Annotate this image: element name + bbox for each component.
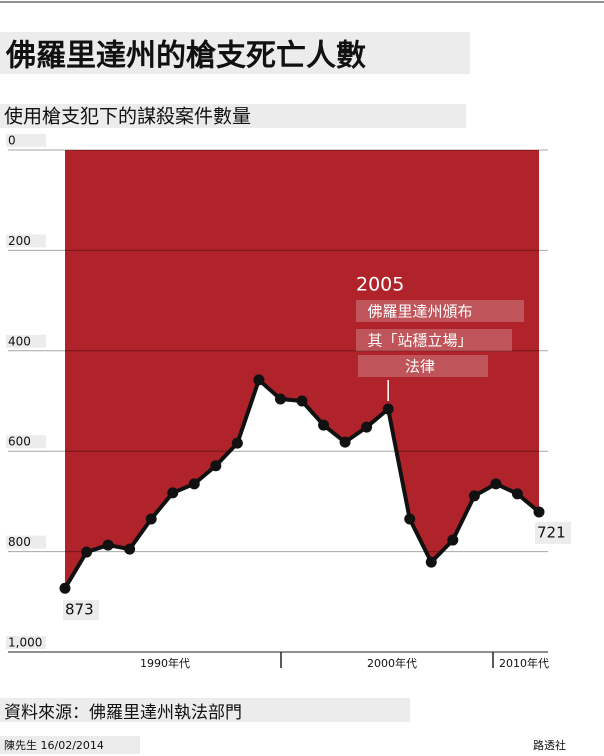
annotation-year: 2005 (356, 274, 404, 296)
source: 資料來源：佛羅里達州執法部門 (4, 703, 242, 723)
point (318, 419, 330, 431)
y-tick-label: 1,000 (8, 636, 42, 650)
point (339, 436, 351, 448)
credit: 陳先生 16/02/2014 (4, 738, 104, 752)
data-label: 873 (65, 601, 94, 619)
point (404, 513, 416, 525)
y-tick-bg (6, 134, 46, 147)
end-label-bg (63, 600, 99, 621)
point (533, 506, 545, 518)
point (188, 478, 200, 490)
annotation-text: 其「站穩立場」 (367, 332, 472, 350)
y-tick-bg (6, 435, 46, 449)
y-tick-label: 600 (8, 435, 31, 449)
annotation-text: 法律 (405, 358, 435, 376)
annotation-bg (356, 300, 524, 322)
y-tick-bg (6, 234, 46, 248)
point (274, 393, 286, 405)
y-tick-label: 800 (8, 535, 31, 549)
y-tick-label: 400 (8, 334, 31, 348)
point (296, 395, 308, 407)
x-axis-label: 2010年代 (499, 656, 549, 670)
y-tick-label: 200 (8, 234, 31, 248)
point (59, 582, 71, 594)
subtitle-bg (0, 104, 466, 128)
point (102, 539, 114, 551)
point (253, 374, 265, 386)
x-axis-label: 1990年代 (140, 656, 190, 670)
data-label: 721 (537, 523, 566, 541)
title-bg (0, 32, 470, 74)
point (145, 513, 157, 525)
point (210, 460, 222, 472)
point (490, 478, 502, 490)
area (65, 150, 539, 589)
point (124, 543, 136, 555)
y-tick-bg (6, 334, 46, 348)
annotation-text: 佛羅里達州頒布 (367, 303, 472, 321)
point (511, 488, 523, 500)
y-tick-bg (6, 535, 46, 549)
end-label-bg (535, 521, 571, 544)
point (81, 546, 93, 558)
annotation-bg (356, 329, 512, 351)
point (361, 421, 373, 433)
point (425, 556, 437, 568)
y-tick-label: 0 (8, 134, 16, 148)
publisher: 路透社 (533, 738, 566, 752)
source-bg (0, 698, 410, 722)
annotation-bg (358, 355, 488, 377)
point (167, 487, 179, 499)
point (447, 534, 459, 546)
point (231, 437, 243, 449)
chart-title: 佛羅里達州的槍支死亡人數 (5, 39, 366, 74)
y-tick-bg (6, 636, 46, 649)
point (468, 490, 480, 502)
chart-subtitle: 使用槍支犯下的謀殺案件數量 (4, 106, 251, 128)
x-axis-label: 2000年代 (367, 656, 417, 670)
credit-bg (0, 736, 140, 754)
point (382, 403, 394, 415)
